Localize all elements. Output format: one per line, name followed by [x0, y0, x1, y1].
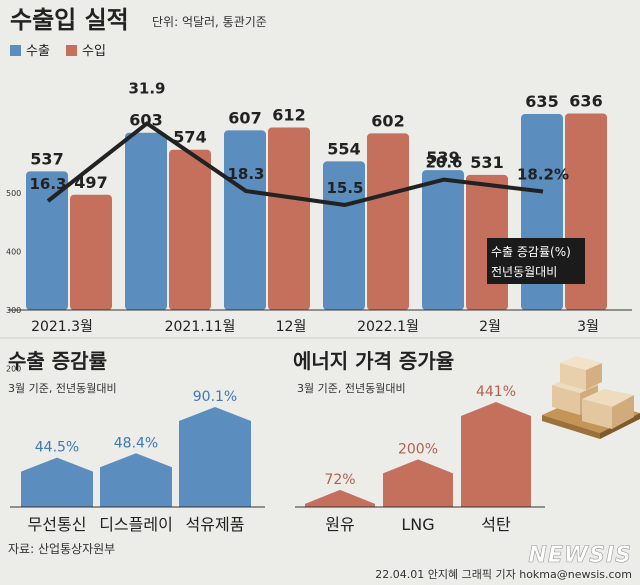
energy-price-bar	[461, 402, 531, 507]
legend-label-export: 수출	[26, 44, 50, 59]
annotation-line1: 수출 증감률(%)	[491, 245, 571, 259]
page-title: 수출입 실적	[10, 6, 129, 34]
bar-import	[169, 150, 211, 310]
export-growth-value: 90.1%	[193, 389, 237, 405]
energy-price-category: 석탄	[481, 515, 511, 534]
x-category-label: 2021.11월	[165, 319, 236, 335]
energy-price-value: 200%	[398, 441, 438, 457]
bar-label-export: 603	[129, 111, 162, 130]
export-growth-category: 디스플레이	[99, 515, 173, 534]
export-growth-bar	[100, 453, 172, 507]
energy-price-category: 원유	[325, 515, 354, 534]
export-growth-chart: 44.5% 무선통신 48.4% 디스플레이 90.1% 석유제품	[10, 389, 265, 534]
cargo-boxes-icon	[542, 356, 640, 439]
credit-line: 22.04.01 안지혜 그래픽 기자 hokma@newsis.com	[375, 568, 632, 581]
y-tick-label: 500	[6, 189, 21, 198]
unit-note: 단위: 억달러, 통관기준	[152, 15, 267, 29]
energy-price-value: 441%	[476, 384, 516, 400]
energy-price-subtitle: 3월 기준, 전년동월대비	[297, 382, 406, 395]
export-growth-value: 48.4%	[114, 435, 158, 451]
rate-label: 18.3	[227, 165, 264, 183]
x-category-label: 2월	[479, 319, 501, 335]
export-growth-category: 무선통신	[28, 515, 87, 534]
rate-label: 18.2%	[517, 166, 569, 184]
bar-label-import: 612	[272, 105, 305, 124]
legend-label-import: 수입	[82, 44, 106, 59]
rate-label: 15.5	[326, 179, 363, 197]
source-note: 자료: 산업통상자원부	[8, 542, 115, 556]
energy-price-bar	[383, 459, 453, 507]
bar-import	[70, 195, 112, 310]
bar-label-import: 531	[470, 153, 503, 172]
bar-export	[422, 170, 464, 310]
x-category-label: 3월	[577, 319, 599, 335]
bar-export	[125, 133, 167, 310]
export-growth-category: 석유제품	[186, 515, 245, 534]
bar-label-export: 635	[525, 92, 558, 111]
bar-label-export: 554	[327, 139, 360, 158]
x-category-label: 12월	[276, 319, 307, 335]
export-growth-value: 44.5%	[35, 440, 79, 456]
bar-label-import: 636	[569, 91, 602, 110]
bar-label-export: 607	[228, 108, 261, 127]
energy-price-value: 72%	[324, 472, 355, 488]
export-growth-bar	[21, 458, 93, 507]
rate-label: 31.9	[128, 79, 165, 97]
annotation-line2: 전년동월대비	[491, 265, 557, 279]
legend-swatch-export	[10, 45, 21, 56]
legend-swatch-import	[66, 45, 77, 56]
energy-price-bar	[305, 490, 375, 507]
bar-import	[367, 133, 409, 310]
bar-import	[268, 127, 310, 310]
bar-label-import: 602	[371, 111, 404, 130]
x-category-label: 2021.3월	[31, 319, 93, 335]
export-growth-title: 수출 증감률	[8, 349, 107, 373]
y-tick-label: 400	[6, 248, 21, 257]
export-growth-subtitle: 3월 기준, 전년동월대비	[8, 382, 117, 395]
energy-price-chart: 72% 원유 200% LNG 441% 석탄	[295, 384, 545, 534]
bar-export	[224, 130, 266, 310]
energy-price-category: LNG	[401, 515, 434, 534]
rate-label: 20.6	[425, 154, 462, 172]
bar-label-export: 537	[30, 149, 63, 168]
rate-label: 16.3	[29, 175, 66, 193]
export-growth-bar	[179, 407, 251, 507]
x-category-label: 2022.1월	[357, 319, 419, 335]
newsis-watermark-logo: NEWSIS	[528, 543, 632, 568]
energy-price-title: 에너지 가격 증가율	[293, 349, 454, 373]
x-category-group: 2021.3월 2021.11월 12월 2022.1월 2월 3월	[31, 319, 599, 335]
